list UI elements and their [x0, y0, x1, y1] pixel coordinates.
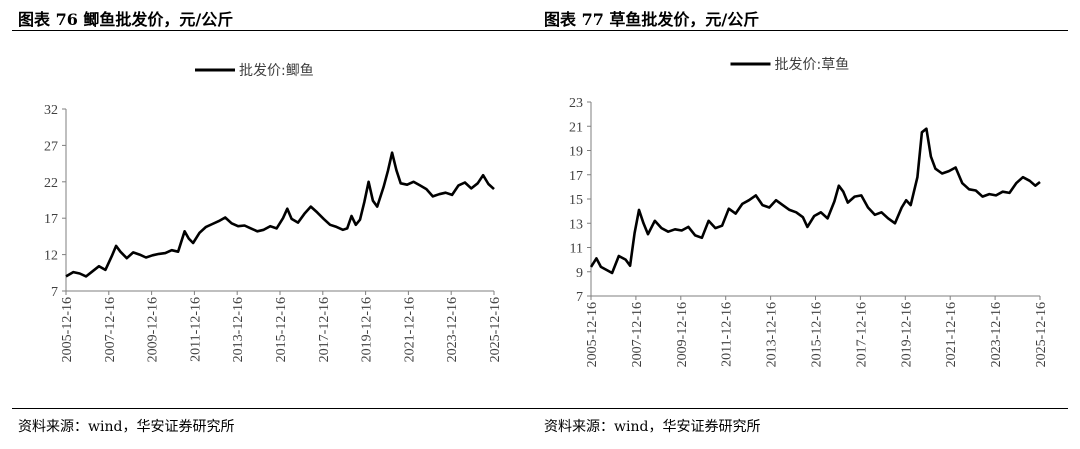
x-tick-label: 2023-12-16: [989, 302, 1004, 367]
y-tick-label: 9: [576, 266, 583, 281]
series-line: [65, 151, 495, 278]
source-rule: [538, 408, 1068, 409]
x-tick-label: 2009-12-16: [675, 302, 690, 367]
source-note: 资料来源：wind，华安证券研究所: [18, 419, 235, 435]
y-tick-label: 13: [569, 217, 583, 232]
x-tick-label: 2019-12-16: [899, 302, 914, 367]
x-tick-label: 2017-12-16: [854, 302, 869, 367]
chart-panel-crucian-carp: 图表 76 鲫鱼批发价，元/公斤 7 12 17 22 27 32 2005-12-16 20…: [12, 0, 542, 449]
series-line: [589, 127, 1041, 275]
x-tick-label: 2009-12-16: [146, 297, 161, 362]
x-tick-label: 2013-12-16: [231, 297, 246, 362]
x-tick-label: 2015-12-16: [810, 302, 825, 367]
y-tick-label: 23: [569, 96, 583, 111]
x-tick-label: 2005-12-16: [585, 302, 600, 367]
y-tick-label: 32: [44, 103, 58, 118]
y-tick-label: 17: [569, 169, 583, 184]
legend-label: 批发价:草鱼: [775, 56, 850, 73]
y-tick-label: 17: [44, 212, 58, 227]
source-note: 资料来源：wind，华安证券研究所: [544, 419, 761, 435]
y-tick-label: 19: [569, 145, 583, 160]
legend-label: 批发价:鲫鱼: [239, 62, 314, 79]
x-tick-label: 2011-12-16: [720, 302, 735, 367]
x-tick-label: 2007-12-16: [103, 297, 118, 362]
x-tick-label: 2019-12-16: [360, 297, 375, 362]
y-tick-label: 7: [576, 290, 583, 305]
x-tick-label: 2015-12-16: [274, 297, 289, 362]
x-tick-label: 2011-12-16: [188, 297, 203, 362]
y-tick-label: 15: [569, 193, 583, 208]
figure-title: 图表 77 草鱼批发价，元/公斤: [544, 10, 760, 29]
chart-grass-carp-price: 7 9 11 13 15 17 19 21 23 2005-12-16 2007-12-16 2009…: [569, 56, 1049, 367]
x-tick-label: 2023-12-16: [445, 297, 460, 362]
y-tick-label: 11: [570, 242, 583, 257]
source-rule: [12, 408, 542, 409]
figure-title: 图表 76 鲫鱼批发价，元/公斤: [18, 10, 234, 29]
x-tick-label: 2007-12-16: [630, 302, 645, 367]
x-tick-label: 2005-12-16: [60, 297, 75, 362]
title-rule: [12, 30, 542, 31]
title-rule: [538, 30, 1068, 31]
y-tick-label: 22: [44, 176, 58, 191]
x-tick-label: 2021-12-16: [402, 297, 417, 362]
x-tick-label: 2021-12-16: [944, 302, 959, 367]
x-tick-label: 2025-12-16: [488, 297, 503, 362]
y-tick-label: 21: [569, 120, 583, 135]
y-tick-label: 27: [44, 139, 58, 154]
y-tick-label: 12: [44, 249, 58, 264]
x-tick-label: 2017-12-16: [317, 297, 332, 362]
chart-crucian-carp-price: 7 12 17 22 27 32 2005-12-16 2007-12-16 2009-12-1…: [44, 62, 503, 362]
x-tick-label: 2025-12-16: [1034, 302, 1049, 367]
chart-panel-grass-carp: 图表 77 草鱼批发价，元/公斤 7 9 11 13 15 17 19 21 23 2005-12…: [538, 0, 1068, 449]
x-tick-label: 2013-12-16: [765, 302, 780, 367]
y-tick-label: 7: [51, 285, 58, 300]
